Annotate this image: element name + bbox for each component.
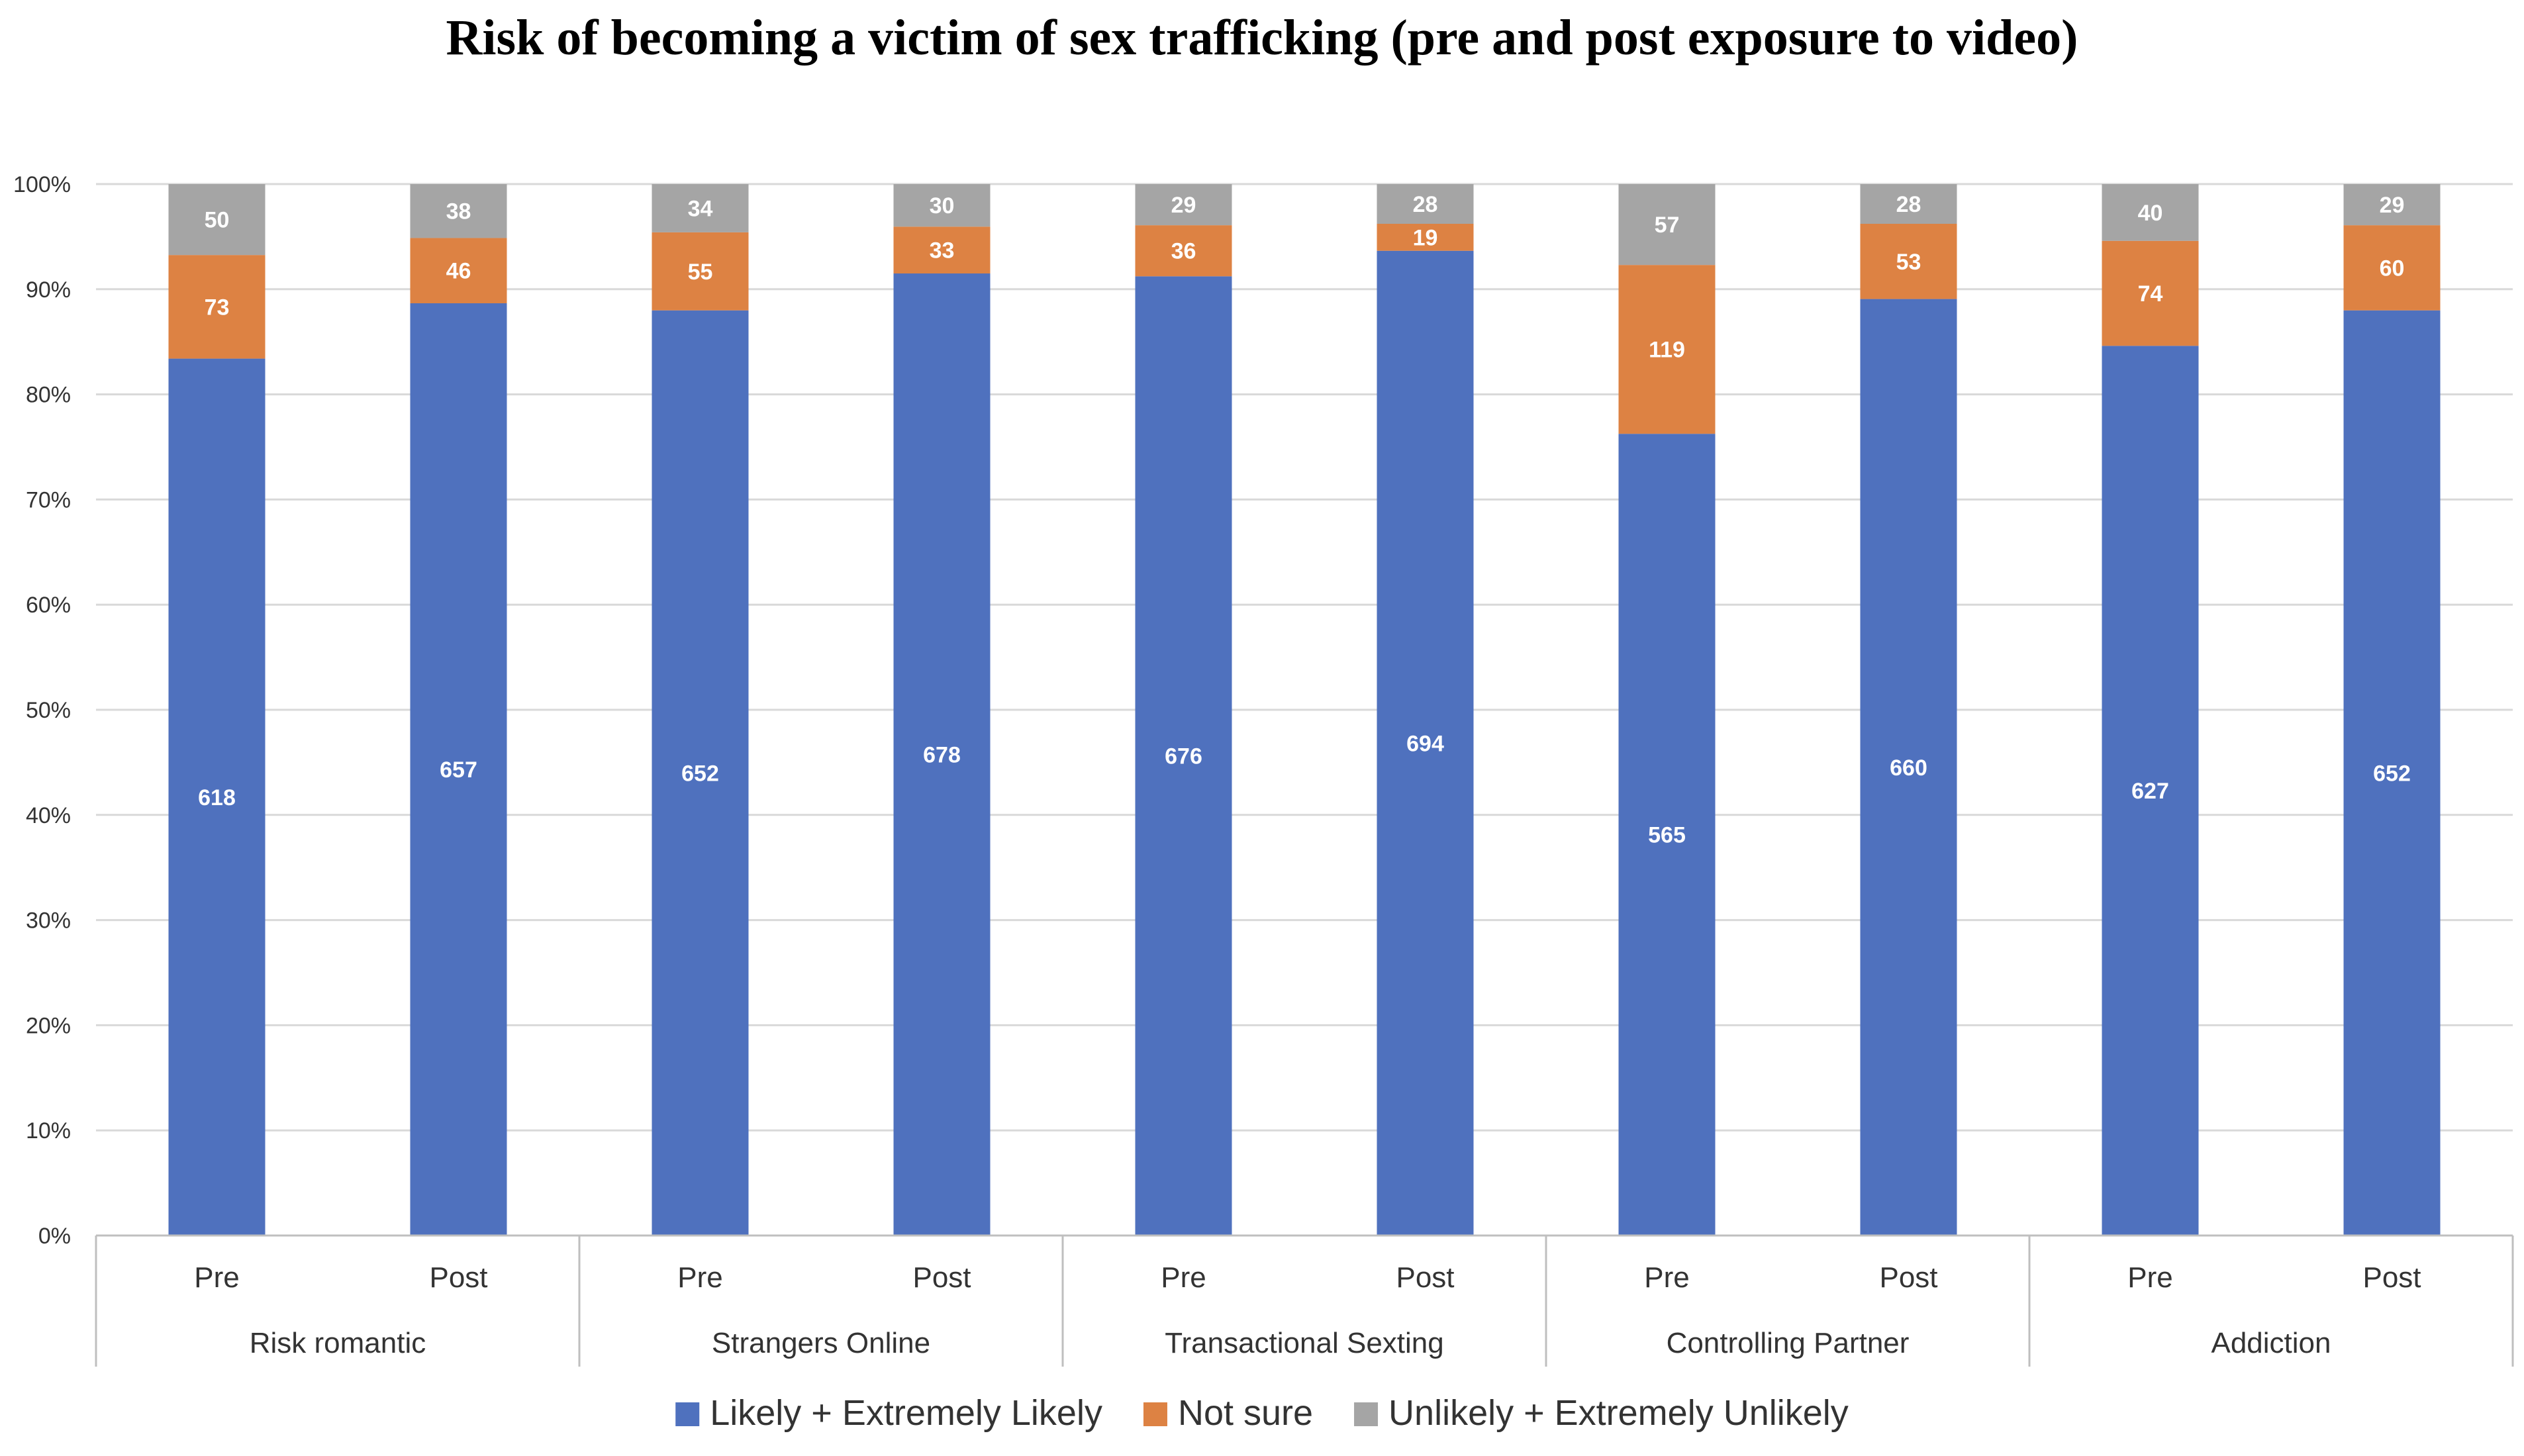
y-tick-label: 30% <box>26 908 71 934</box>
bar-segment <box>1618 434 1716 1236</box>
bar-segment <box>2102 240 2199 346</box>
y-tick-label: 0% <box>38 1224 71 1249</box>
data-label: 660 <box>1890 755 1927 781</box>
bar-segment <box>2343 184 2441 226</box>
legend-label: Not sure <box>1178 1393 1313 1433</box>
bar-segment <box>168 358 266 1236</box>
data-label: 74 <box>2138 281 2163 307</box>
legend-swatch <box>1143 1402 1167 1426</box>
bar-segment <box>1618 184 1716 266</box>
data-label: 28 <box>1413 192 1438 217</box>
legend: Likely + Extremely Likely Not sure Unlikel… <box>675 1393 1849 1433</box>
data-label: 565 <box>1648 823 1686 848</box>
data-label: 55 <box>688 260 713 285</box>
bar-segment <box>2102 184 2199 241</box>
legend-swatch <box>1354 1402 1379 1426</box>
data-label: 73 <box>205 295 230 320</box>
data-label: 30 <box>930 193 955 218</box>
bar-segment <box>652 184 749 232</box>
y-tick-label: 100% <box>13 172 71 197</box>
bar-segment <box>893 226 991 274</box>
group-label: Transactional Sexting <box>1165 1327 1443 1359</box>
chart-title: Risk of becoming a victim of sex traffic… <box>446 10 2078 66</box>
legend-label: Likely + Extremely Likely <box>710 1393 1102 1433</box>
data-label: 33 <box>930 238 955 264</box>
y-tick-label: 80% <box>26 383 71 408</box>
bar-segment <box>1377 224 1474 251</box>
subcategory-label: Pre <box>2127 1261 2172 1294</box>
subcategory-label: Post <box>1879 1261 1937 1294</box>
subcategory-label: Post <box>2362 1261 2421 1294</box>
bar-segment <box>2343 225 2441 311</box>
data-label: 34 <box>688 196 713 221</box>
y-tick-label: 20% <box>26 1013 71 1038</box>
data-label: 627 <box>2131 779 2169 804</box>
bar-segment <box>1135 276 1232 1236</box>
data-label: 57 <box>1655 213 1680 238</box>
subcategory-label: Pre <box>1161 1261 1206 1294</box>
bar-segment <box>652 232 749 311</box>
data-label: 676 <box>1165 744 1202 769</box>
y-tick-label: 60% <box>26 593 71 618</box>
data-label: 50 <box>205 208 230 233</box>
bar-segment <box>1618 265 1716 434</box>
bar-segment <box>168 184 266 256</box>
data-label: 119 <box>1649 338 1685 363</box>
bar-segment <box>1860 299 1957 1236</box>
bars: 618 73 50 657 46 38 652 55 34 678 33 30 676 36 29 694 19… <box>168 184 2441 1236</box>
data-label: 29 <box>2380 193 2405 218</box>
subcategory-label: Pre <box>677 1261 722 1294</box>
bar-segment <box>168 255 266 359</box>
y-axis: 0% 10% 20% 30% 40% 50% 60% 70% 80% 90% 100% <box>13 172 71 1249</box>
data-label: 618 <box>198 785 236 810</box>
data-label: 652 <box>2373 761 2411 786</box>
bar-segment <box>410 303 507 1236</box>
y-tick-label: 90% <box>26 277 71 303</box>
data-label: 694 <box>1406 731 1444 756</box>
y-tick-label: 40% <box>26 803 71 828</box>
group-label: Risk romantic <box>250 1327 426 1359</box>
data-label: 36 <box>1171 239 1196 264</box>
y-tick-label: 50% <box>26 698 71 723</box>
y-tick-label: 70% <box>26 487 71 512</box>
group-label: Addiction <box>2211 1327 2331 1359</box>
group-label: Controlling Partner <box>1667 1327 1910 1359</box>
bar-segment <box>893 184 991 227</box>
legend-swatch <box>675 1402 700 1426</box>
bar-segment <box>2102 346 2199 1236</box>
bar-segment <box>410 238 507 304</box>
data-label: 29 <box>1171 193 1196 218</box>
data-label: 40 <box>2138 201 2163 226</box>
bar-segment <box>1377 184 1474 224</box>
data-label: 652 <box>681 761 719 786</box>
data-label: 60 <box>2380 256 2405 281</box>
bar-segment <box>410 184 507 238</box>
subcategory-label: Pre <box>194 1261 239 1294</box>
data-label: 53 <box>1896 250 1921 275</box>
subcategory-label: Pre <box>1644 1261 1689 1294</box>
data-label: 28 <box>1896 192 1921 217</box>
data-label: 678 <box>923 743 961 768</box>
y-tick-label: 10% <box>26 1118 71 1143</box>
bar-segment <box>893 273 991 1236</box>
bar-segment <box>1860 184 1957 224</box>
data-label: 657 <box>440 757 477 783</box>
bar-segment <box>1135 225 1232 277</box>
data-label: 46 <box>446 259 471 284</box>
group-label: Strangers Online <box>712 1327 930 1359</box>
bar-segment <box>1377 250 1474 1236</box>
subcategory-label: Post <box>429 1261 487 1294</box>
bar-segment <box>1860 224 1957 299</box>
subcategory-label: Post <box>912 1261 971 1294</box>
data-label: 38 <box>446 199 471 224</box>
data-label: 19 <box>1413 225 1438 250</box>
legend-label: Unlikely + Extremely Unlikely <box>1388 1393 1849 1433</box>
subcategory-label: Post <box>1396 1261 1454 1294</box>
x-axis-categories: Pre Post Risk romantic Pre Post Strangers Onl… <box>95 1234 2514 1367</box>
bar-segment <box>2343 310 2441 1236</box>
bar-segment <box>652 310 749 1236</box>
bar-segment <box>1135 184 1232 226</box>
